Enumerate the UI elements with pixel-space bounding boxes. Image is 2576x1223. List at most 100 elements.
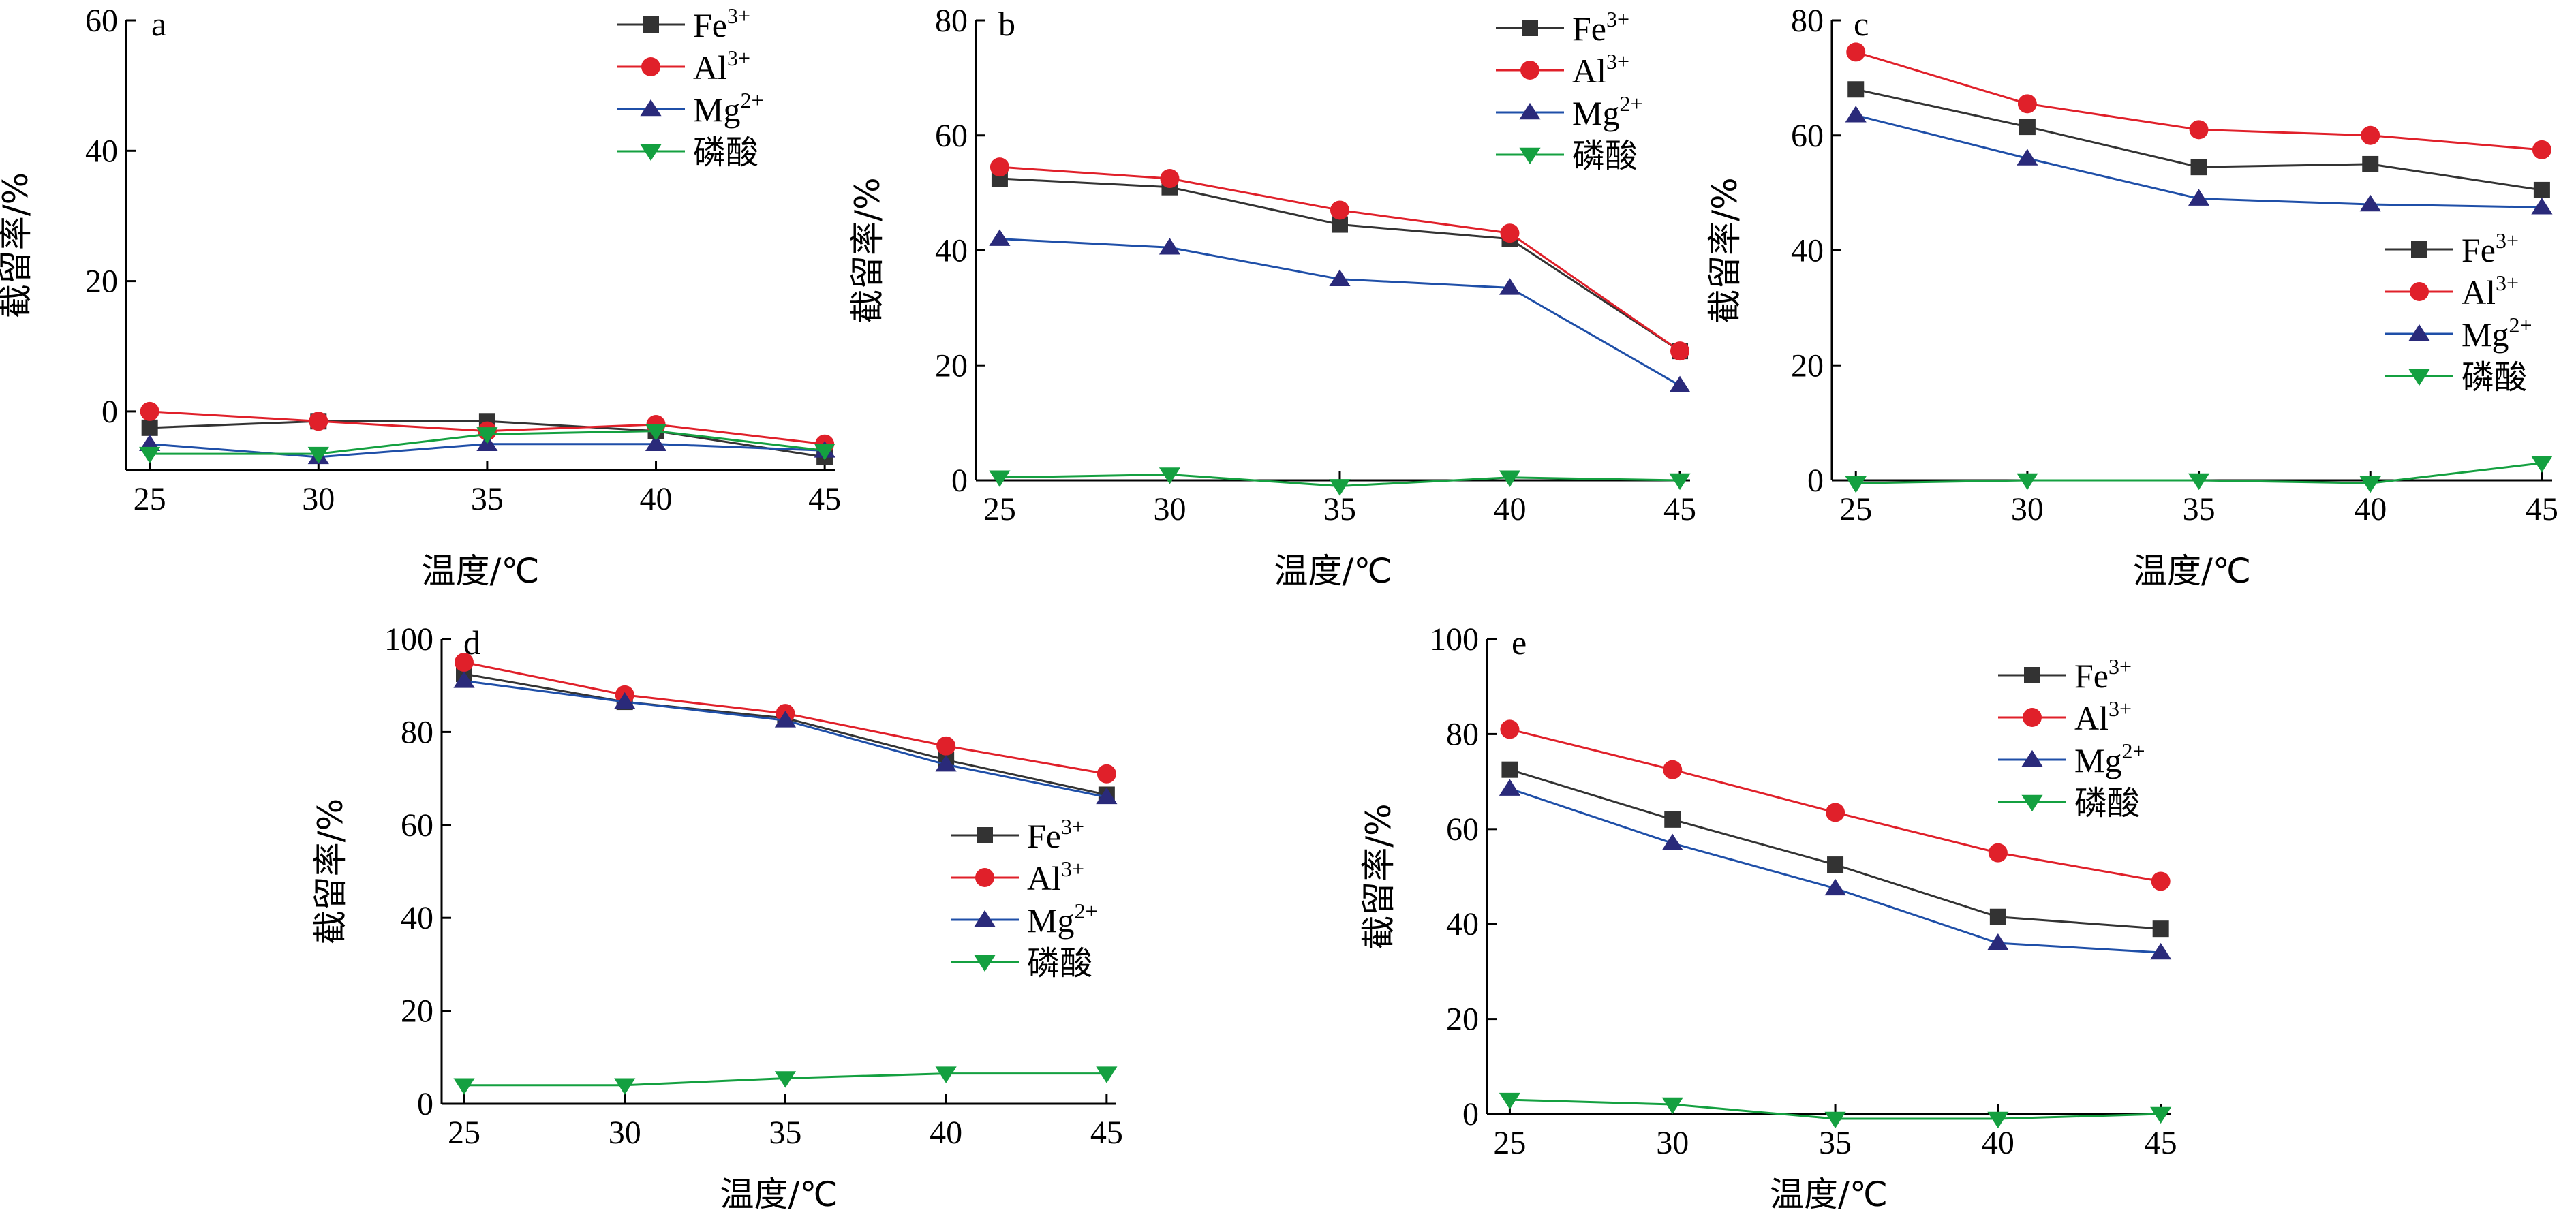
- data-point: [990, 157, 1009, 177]
- legend-label-base: 磷酸: [1027, 944, 1092, 982]
- y-tick-label: 40: [401, 900, 433, 936]
- y-tick-label: 0: [951, 463, 968, 499]
- series-Fe: [1501, 761, 2169, 938]
- legend-label-base: 磷酸: [2074, 784, 2140, 822]
- y-tick-label: 20: [1446, 1002, 1479, 1038]
- series-Fe: [1847, 81, 2550, 198]
- panel-letter: a: [151, 5, 166, 43]
- data-point: [1989, 908, 2006, 925]
- legend-swatch-marker: [641, 57, 660, 76]
- data-point: [1827, 856, 1844, 873]
- x-tick-label: 45: [2526, 491, 2558, 527]
- x-tick-label: 30: [2011, 491, 2044, 527]
- y-tick-label: 80: [401, 714, 433, 750]
- legend-label: Al3+: [2074, 696, 2132, 737]
- data-point: [1501, 761, 1518, 778]
- panel-letter: c: [1854, 5, 1869, 43]
- y-tick-label: 80: [935, 3, 968, 39]
- legend-swatch-marker: [975, 868, 994, 887]
- legend-label: Mg2+: [1572, 91, 1643, 132]
- x-tick-label: 25: [448, 1115, 480, 1151]
- legend-label-base: Fe: [2074, 657, 2109, 695]
- legend-label-sup: 2+: [1619, 91, 1642, 116]
- data-point: [1988, 843, 2008, 863]
- panel-letter: e: [1512, 623, 1527, 662]
- x-axis-title: 温度/℃: [1274, 551, 1392, 591]
- series-P: [989, 467, 1691, 496]
- x-tick-label: 35: [1819, 1125, 1852, 1161]
- y-tick-label: 40: [85, 133, 118, 169]
- data-point: [1664, 811, 1681, 828]
- data-point: [2188, 473, 2210, 491]
- legend-label-sup: 3+: [1606, 7, 1629, 31]
- data-point: [2017, 94, 2037, 114]
- legend-label-base: Mg: [2074, 741, 2121, 779]
- x-tick-label: 35: [769, 1115, 801, 1151]
- legend-label-base: Mg: [1572, 94, 1619, 132]
- legend-swatch-marker: [640, 144, 662, 161]
- y-tick-label: 40: [1791, 233, 1824, 269]
- data-point: [2189, 120, 2209, 140]
- data-point: [1499, 278, 1521, 295]
- legend-label-base: Al: [2462, 273, 2496, 311]
- data-point: [2017, 473, 2038, 491]
- y-tick-label: 60: [935, 118, 968, 154]
- legend-label-sup: 2+: [1074, 899, 1097, 923]
- data-point: [2361, 125, 2380, 145]
- series-Mg: [1499, 779, 2172, 960]
- legend-label-sup: 3+: [2496, 228, 2519, 253]
- data-point: [1329, 479, 1351, 496]
- data-point: [139, 446, 161, 464]
- y-tick-label: 20: [401, 993, 433, 1030]
- series-Mg: [453, 671, 1118, 805]
- y-tick-label: 0: [1807, 463, 1824, 499]
- data-point: [2151, 871, 2171, 891]
- data-point: [989, 229, 1011, 246]
- x-tick-label: 40: [930, 1115, 962, 1151]
- data-point: [1329, 269, 1351, 286]
- y-tick-label: 60: [85, 3, 118, 39]
- data-point: [1845, 106, 1867, 123]
- legend: Fe3+Al3+Mg2+磷酸: [617, 3, 764, 172]
- legend-swatch-marker: [2411, 241, 2427, 258]
- data-point: [309, 412, 328, 431]
- legend-label: Al3+: [1572, 49, 1629, 90]
- y-axis-title: 截留率/%: [1705, 177, 1745, 323]
- data-point: [140, 401, 159, 421]
- data-point: [2531, 198, 2553, 215]
- y-axis-title: 截留率/%: [848, 177, 887, 323]
- data-point: [774, 1071, 797, 1088]
- legend: Fe3+Al3+Mg2+磷酸: [1496, 7, 1643, 175]
- data-point: [1096, 787, 1118, 805]
- series-Mg: [1845, 106, 2553, 215]
- x-tick-label: 35: [471, 481, 504, 517]
- legend-label-base: Mg: [2462, 315, 2509, 354]
- legend-label: Al3+: [693, 46, 750, 87]
- data-point: [1847, 81, 1865, 98]
- data-point: [2359, 194, 2381, 212]
- x-tick-label: 30: [609, 1115, 641, 1151]
- y-tick-label: 60: [401, 807, 433, 843]
- legend-swatch-marker: [1522, 20, 1538, 36]
- legend-label-base: Fe: [1027, 817, 1061, 855]
- data-point: [1670, 341, 1690, 361]
- legend-swatch-marker: [2021, 794, 2043, 812]
- legend-label-sup: 3+: [2109, 696, 2132, 721]
- legend-label-sup: 3+: [2496, 270, 2519, 295]
- y-tick-label: 60: [1791, 118, 1824, 154]
- legend-label: Mg2+: [2462, 313, 2532, 354]
- data-point: [1824, 1111, 1846, 1129]
- data-point: [1826, 803, 1845, 822]
- legend-label: Al3+: [1027, 856, 1084, 897]
- legend-swatch-marker: [2021, 749, 2043, 767]
- legend-label-base: Al: [1572, 52, 1606, 90]
- data-point: [1987, 1111, 2009, 1129]
- y-axis-title: 截留率/%: [311, 799, 350, 944]
- data-point: [141, 419, 158, 436]
- data-point: [2531, 456, 2553, 473]
- y-tick-label: 60: [1446, 811, 1479, 848]
- legend-swatch-marker: [974, 910, 996, 927]
